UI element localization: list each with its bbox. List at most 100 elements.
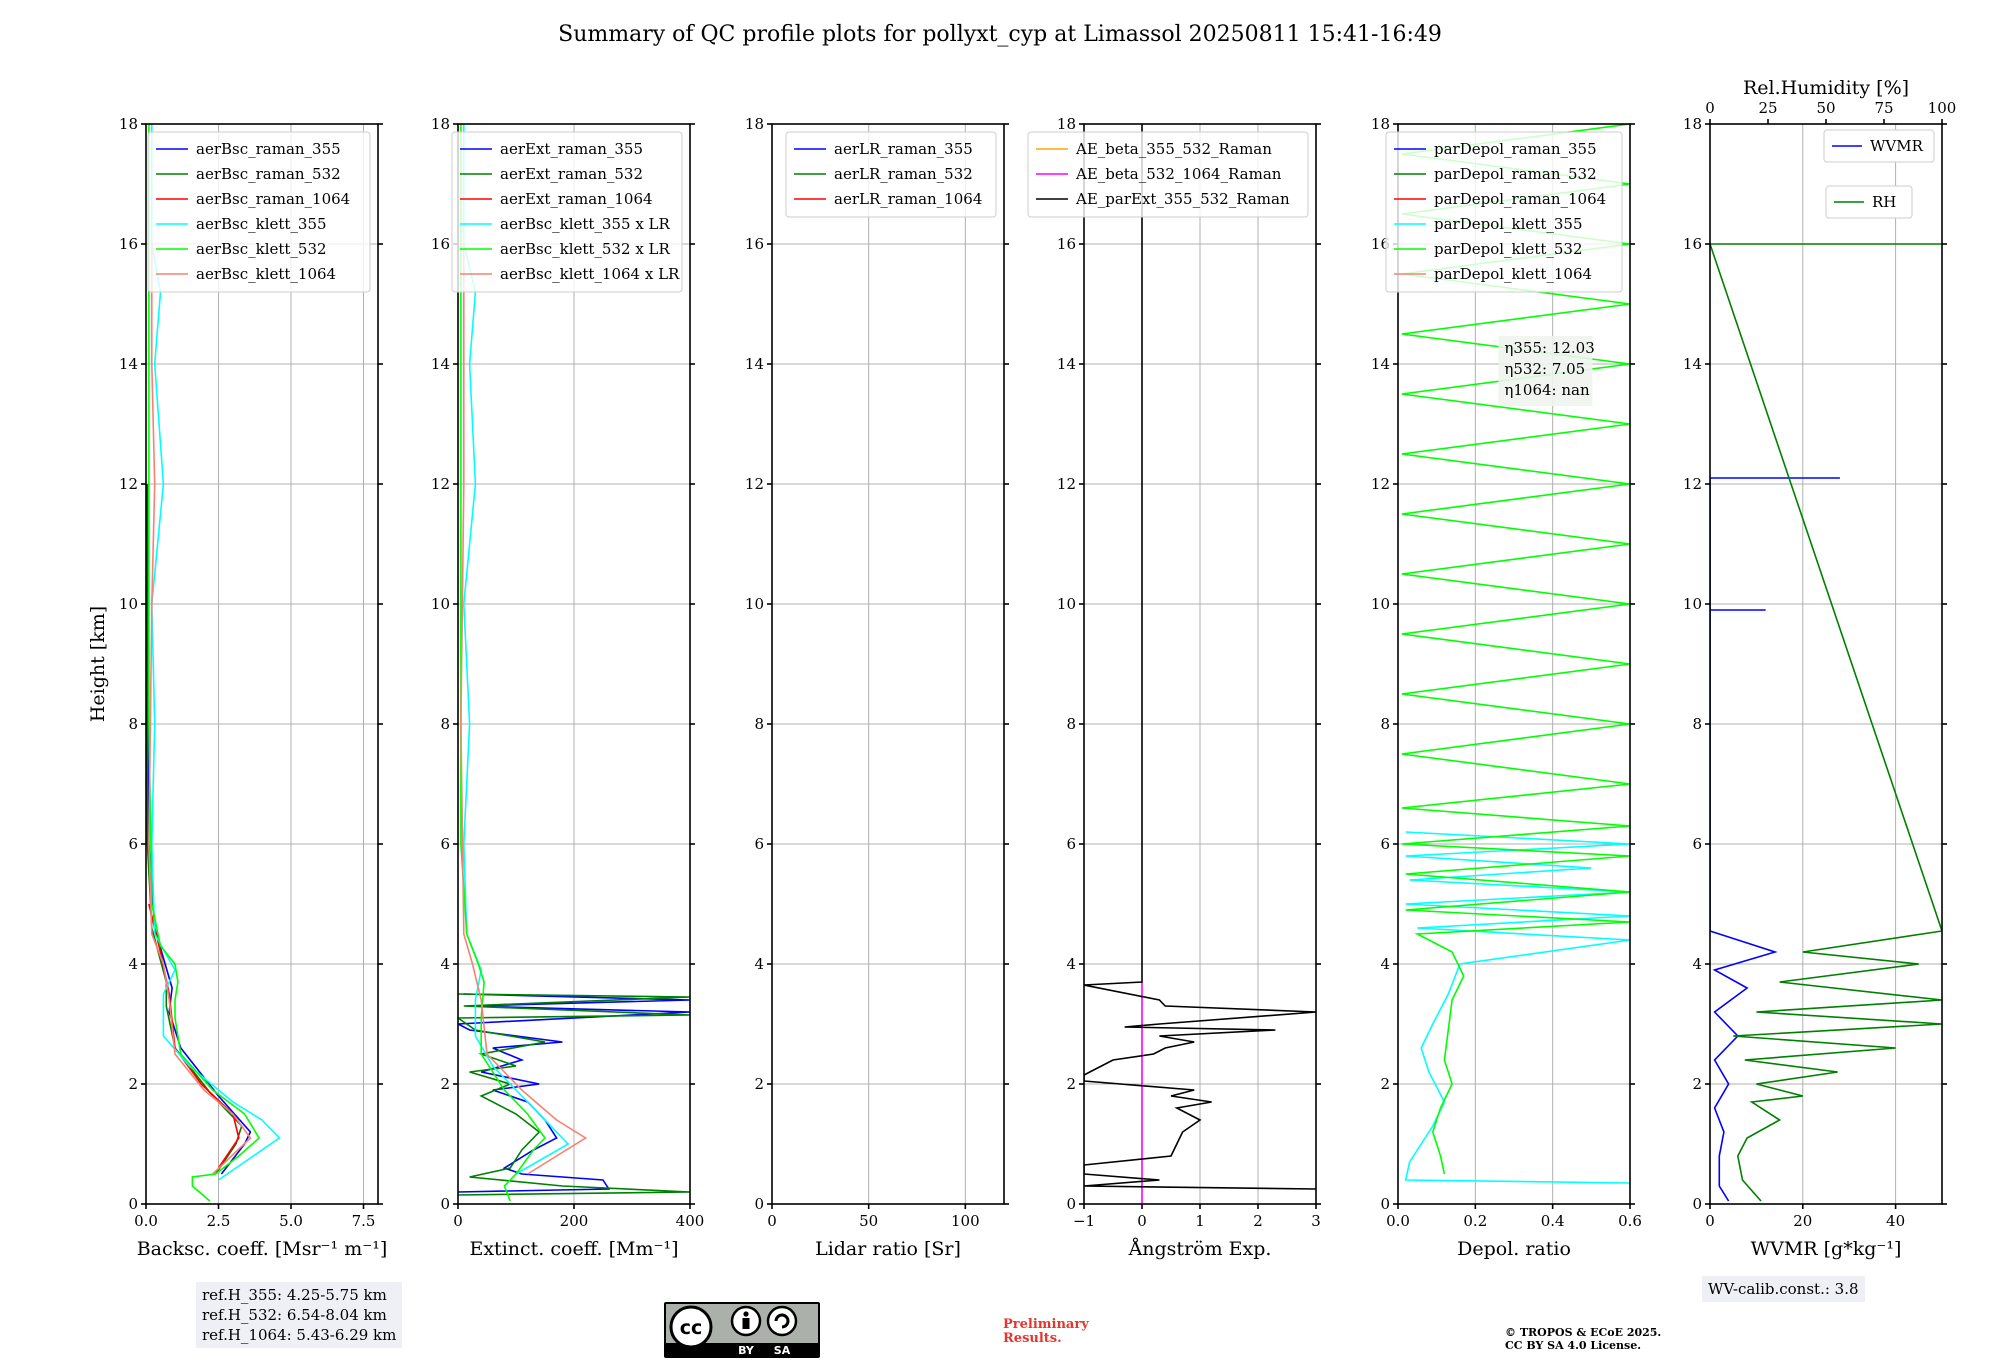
x-axis-label: Depol. ratio <box>1457 1238 1571 1260</box>
y-tick-label: 6 <box>1066 835 1076 853</box>
series-aerBsc_klett_1064 <box>148 244 252 1175</box>
by-text: BY <box>738 1344 755 1357</box>
y-tick-label: 10 <box>119 595 138 613</box>
legend: aerBsc_raman_355 aerBsc_raman_532 aerBsc_r… <box>147 131 371 293</box>
axes-frame <box>145 123 379 1205</box>
y-tick-label: 14 <box>431 355 450 373</box>
legend-entry: aerLR_raman_1064 <box>834 190 982 208</box>
y-tick-label: 16 <box>745 235 764 253</box>
series-RH <box>1710 243 1942 1202</box>
axes-frame <box>457 123 691 1205</box>
legend-box <box>451 131 683 293</box>
eta-annotation: η355: 12.03 η532: 7.05 η1064: nan <box>1498 336 1595 406</box>
legend: parDepol_raman_355 parDepol_raman_532 parD… <box>1385 131 1623 293</box>
x-tick-label: 0.0 <box>1386 1212 1410 1230</box>
y-tick-label: 0 <box>440 1195 450 1213</box>
series-aerBsc_klett_1064 x LR <box>460 244 588 1175</box>
ref-height-532: ref.H_532: 6.54-8.04 km <box>202 1306 387 1324</box>
y-tick-label: 2 <box>1380 1075 1390 1093</box>
y-tick-label: 4 <box>128 955 138 973</box>
y-tick-label: 2 <box>754 1075 764 1093</box>
x-axis-label: Extinct. coeff. [Mm⁻¹] <box>469 1238 678 1260</box>
y-tick-label: 14 <box>119 355 138 373</box>
x-tick-label: 50 <box>859 1212 878 1230</box>
y-tick-label: 0 <box>1380 1195 1390 1213</box>
x2-axis-label: Rel.Humidity [%] <box>1743 77 1909 99</box>
x-tick-label: 1 <box>1195 1212 1205 1230</box>
legend-entry: aerBsc_raman_532 <box>196 165 341 183</box>
y-tick-label: 14 <box>1371 355 1390 373</box>
legend-entry: parDepol_klett_355 <box>1434 215 1583 233</box>
y-axis-label: Height [km] <box>87 606 109 722</box>
y-tick-label: 12 <box>431 475 450 493</box>
series-aerBsc_klett_532 <box>148 124 261 1202</box>
y-tick-label: 6 <box>754 835 764 853</box>
legend-entry: aerBsc_klett_532 x LR <box>500 240 671 258</box>
series-aerBsc_raman_1064 <box>148 903 240 1169</box>
series-aerExt_raman_532 <box>458 993 690 1196</box>
x-tick-label: 20 <box>1793 1212 1812 1230</box>
y-tick-label: 16 <box>1057 235 1076 253</box>
y-tick-label: 14 <box>745 355 764 373</box>
sa-text: SA <box>774 1344 791 1357</box>
legend-entry: aerLR_raman_532 <box>834 165 973 183</box>
legend: aerLR_raman_355 aerLR_raman_532 aerLR_rama… <box>785 131 997 218</box>
series-parDepol_klett_532 <box>1401 124 1630 1175</box>
y-tick-label: 4 <box>1380 955 1390 973</box>
y-tick-label: 0 <box>128 1195 138 1213</box>
series-WVMR <box>1710 477 1840 1202</box>
y-tick-label: 2 <box>1692 1075 1702 1093</box>
x-tick-label: 0.6 <box>1618 1212 1642 1230</box>
series-parDepol_klett_355 <box>1404 831 1630 1184</box>
x-tick-label: 0.2 <box>1463 1212 1487 1230</box>
legend-box <box>1385 131 1623 293</box>
x-tick-label: 0 <box>1137 1212 1147 1230</box>
legend: AE_beta_355_532_Raman AE_beta_532_1064_Ra… <box>1027 131 1309 218</box>
axes-frame <box>771 123 1005 1205</box>
legend: RH <box>1825 185 1913 219</box>
y-tick-label: 0 <box>754 1195 764 1213</box>
legend-entry: WVMR <box>1870 137 1924 155</box>
annotation-line: η355: 12.03 <box>1504 339 1594 357</box>
y-tick-label: 10 <box>1683 595 1702 613</box>
y-tick-label: 16 <box>1371 235 1390 253</box>
y-tick-label: 4 <box>1692 955 1702 973</box>
panel-5: 0 2 4 6 8 10 12 14 16 18 0.0 0.2 0.4 0.6 Depol. ratio p… <box>1371 115 1642 1260</box>
y-tick-label: 16 <box>1683 235 1702 253</box>
legend-entry: parDepol_raman_1064 <box>1434 190 1606 208</box>
copyright-note: © TROPOS & ECoE 2025. CC BY SA 4.0 Licen… <box>1505 1326 1661 1352</box>
y-tick-label: 8 <box>1692 715 1702 733</box>
x-tick-label: 100 <box>951 1212 980 1230</box>
legend-entry: aerBsc_klett_355 <box>196 215 327 233</box>
preliminary-line1: Preliminary <box>1003 1317 1089 1332</box>
y-tick-label: 0 <box>1066 1195 1076 1213</box>
legend-entry: aerBsc_raman_355 <box>196 140 341 158</box>
y-tick-label: 18 <box>119 115 138 133</box>
ref-height-355: ref.H_355: 4.25-5.75 km <box>202 1286 387 1304</box>
x-axis-label: Lidar ratio [Sr] <box>815 1238 961 1260</box>
y-tick-label: 18 <box>745 115 764 133</box>
panel-2: 0 2 4 6 8 10 12 14 16 18 0 200 400 Extinct. coeff. [M… <box>431 115 704 1260</box>
y-tick-label: 16 <box>119 235 138 253</box>
annotation-box <box>1498 336 1593 406</box>
y-tick-label: 6 <box>440 835 450 853</box>
figure-title: Summary of QC profile plots for pollyxt_… <box>558 22 1442 47</box>
series-AE_parExt_355_532_Raman <box>1084 124 1316 1190</box>
y-tick-label: 12 <box>119 475 138 493</box>
legend-entry: aerExt_raman_1064 <box>500 190 653 208</box>
legend-box <box>1823 129 1935 163</box>
legend-entry: AE_beta_355_532_Raman <box>1075 140 1272 158</box>
x-tick-label: 0.0 <box>134 1212 158 1230</box>
wv-calibration-box: WV-calib.const.: 3.8 <box>1702 1276 1865 1302</box>
y-tick-label: 10 <box>1371 595 1390 613</box>
legend-entry: aerBsc_klett_1064 x LR <box>500 265 680 283</box>
y-tick-label: 2 <box>128 1075 138 1093</box>
y-tick-label: 6 <box>1692 835 1702 853</box>
x-tick-label: 2 <box>1253 1212 1263 1230</box>
x2-tick-label: 75 <box>1874 99 1893 117</box>
x2-tick-label: 25 <box>1758 99 1777 117</box>
reference-height-box: ref.H_355: 4.25-5.75 km ref.H_532: 6.54-… <box>196 1282 403 1348</box>
